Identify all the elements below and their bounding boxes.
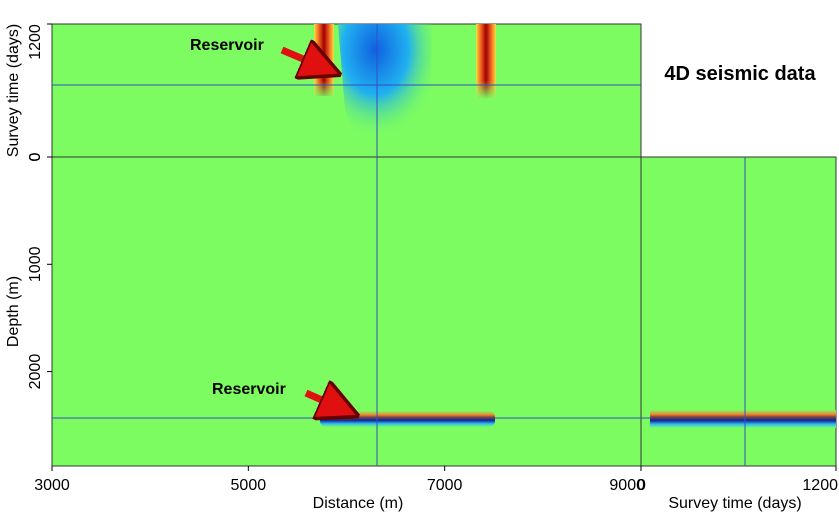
x-tick-label: 0 [637, 477, 646, 494]
annotation: Reservoir [212, 381, 286, 398]
x-tick-label: 5000 [231, 477, 267, 494]
annotation: Reservoir [190, 37, 264, 54]
x-axis-label: Survey time (days) [668, 495, 801, 512]
x-tick-label: 1200 [802, 477, 838, 494]
x-tick-label: 3000 [34, 477, 70, 494]
reservoir-band [320, 411, 495, 427]
y-tick-label: 0 [27, 152, 44, 161]
x-tick-label: 7000 [427, 477, 463, 494]
reservoir-band [650, 410, 836, 428]
amplitude-anomaly [476, 24, 496, 104]
y-tick-label: 1000 [27, 246, 44, 282]
figure: Reservoir Reservoir 4D seismic data 0 120… [0, 0, 839, 518]
y-tick-label: 1200 [27, 24, 44, 60]
caption-box: 4D seismic data [660, 60, 820, 120]
x-axis-label: Distance (m) [313, 495, 404, 512]
y-axis-label: Survey time (days) [5, 24, 22, 157]
y-axis-label: Depth (m) [5, 276, 22, 347]
caption: 4D seismic data [660, 60, 820, 88]
y-tick-label: 2000 [27, 354, 44, 390]
